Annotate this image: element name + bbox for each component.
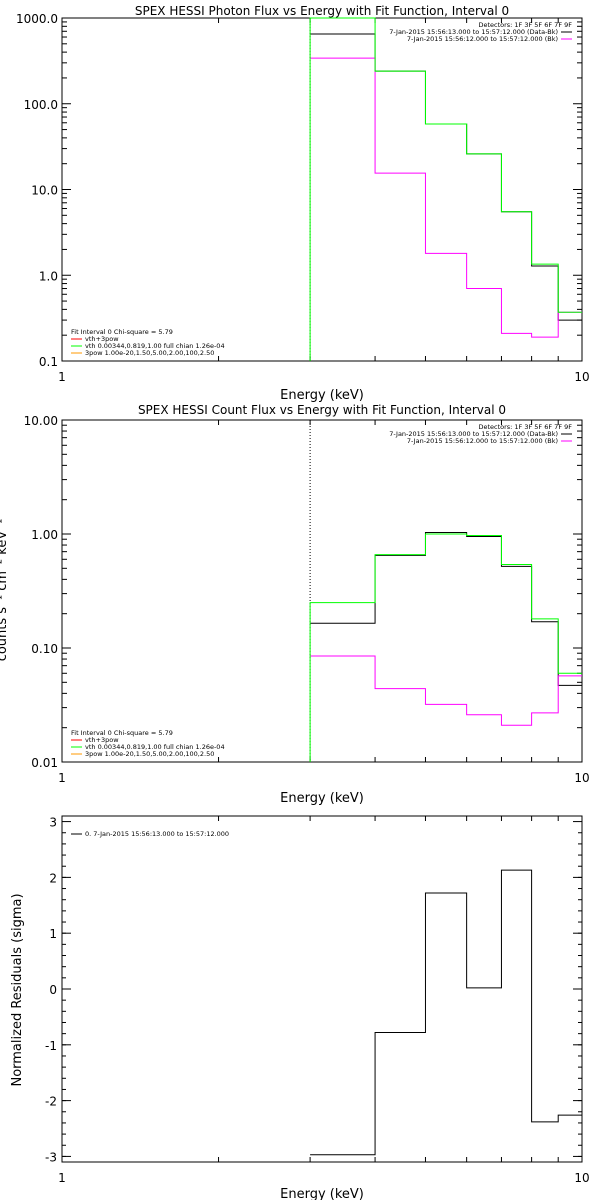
photon-flux-series-vth-3pow — [309, 17, 582, 361]
count-flux-y-tick-label: 1.00 — [31, 528, 58, 542]
residuals-series-residuals — [310, 869, 582, 1156]
photon-flux-x-tick-label: 10 — [574, 370, 589, 384]
residuals-frame — [61, 815, 583, 1163]
count-flux-legend-right-text: 7-Jan-2015 15:56:12.000 to 15:57:12.000 … — [407, 437, 558, 445]
residuals-y-tick-label: 2 — [49, 871, 57, 885]
count-flux-xlabel: Energy (keV) — [280, 791, 364, 806]
photon-flux-x-tick-label: 1 — [58, 370, 66, 384]
photon-flux-legend-left-text: Fit Interval 0 Chi-square = 5.79 — [71, 328, 173, 336]
residuals-plot-area: 1 10 -3 -2 -1 0 1 2 3 0. 7-Jan-2015 15:56:13.000 … — [45, 815, 590, 1185]
count-flux-series-data-bk — [310, 532, 582, 686]
photon-flux-panel: SPEX HESSI Photon Flux vs Energy with Fi… — [16, 4, 590, 403]
photon-flux-series-data-bk — [310, 33, 582, 321]
residuals-y-tick-label: -3 — [45, 1150, 57, 1164]
count-flux-panel: SPEX HESSI Count Flux vs Energy with Fit… — [0, 403, 590, 806]
photon-flux-legend-right-text: Detectors: 1F 3F 5F 6F 7F 9F — [478, 21, 572, 29]
photon-flux-legend-left-text: vth 0.00344,0.819,1.00 full chian 1.26e-… — [85, 342, 225, 350]
residuals-xlabel: Energy (keV) — [280, 1187, 364, 1200]
count-flux-x-tick-label: 10 — [574, 771, 589, 785]
count-flux-series-bk — [310, 655, 582, 726]
residuals-y-tick-label: -2 — [45, 1095, 57, 1109]
residuals-y-tick-label: 1 — [49, 927, 57, 941]
residuals-x-tick-label: 1 — [58, 1171, 66, 1185]
photon-flux-y-tick-label: 100.0 — [24, 98, 58, 112]
photon-flux-y-tick-label: 10.0 — [31, 184, 58, 198]
photon-flux-frame — [61, 17, 583, 362]
count-flux-legend-left-text: Fit Interval 0 Chi-square = 5.79 — [71, 729, 173, 737]
photon-flux-y-tick-label: 0.1 — [39, 355, 58, 369]
photon-flux-plot-area: 1 10 0.1 1.0 10.0 100.0 1000.0 Detectors: 1F 3F… — [16, 12, 590, 384]
photon-flux-legend-left-text: vth+3pow — [85, 335, 119, 343]
residuals-ylabel: Normalized Residuals (sigma) — [10, 893, 25, 1086]
photon-flux-legend-right-text: 7-Jan-2015 15:56:12.000 to 15:57:12.000 … — [407, 35, 558, 43]
count-flux-legend-right-text: Detectors: 1F 3F 5F 6F 7F 9F — [478, 423, 572, 431]
residuals-y-tick-label: 3 — [49, 816, 57, 830]
photon-flux-title: SPEX HESSI Photon Flux vs Energy with Fi… — [135, 4, 509, 18]
count-flux-title: SPEX HESSI Count Flux vs Energy with Fit… — [138, 403, 506, 417]
count-flux-legend-left-text: vth+3pow — [85, 736, 119, 744]
count-flux-x-tick-label: 1 — [58, 771, 66, 785]
count-flux-y-tick-label: 0.10 — [31, 642, 58, 656]
count-flux-y-tick-label: 0.01 — [31, 756, 58, 770]
count-flux-legend-left-text: 3pow 1.00e-20,1.50,5.00,2.00,100,2.50 — [85, 750, 214, 758]
residuals-x-tick-label: 10 — [574, 1171, 589, 1185]
residuals-y-tick-label: 0 — [49, 983, 57, 997]
count-flux-legend-left-text: vth 0.00344,0.819,1.00 full chian 1.26e-… — [85, 743, 225, 751]
photon-flux-series-bk — [310, 57, 582, 338]
count-flux-legend-right-text: 7-Jan-2015 15:56:13.000 to 15:57:12.000 … — [389, 430, 558, 438]
residuals-legend-left-text: 0. 7-Jan-2015 15:56:13.000 to 15:57:12.0… — [85, 830, 229, 838]
count-flux-series-vth-3pow — [309, 533, 582, 762]
count-flux-ylabel: counts s⁻¹ cm⁻² keV⁻¹ — [0, 519, 10, 662]
photon-flux-xlabel: Energy (keV) — [280, 388, 364, 403]
residuals-y-tick-label: -1 — [45, 1039, 57, 1053]
count-flux-plot-area: 1 10 0.01 0.10 1.00 10.00 Detectors: 1F 3F 5F … — [24, 414, 590, 785]
photon-flux-y-tick-label: 1.0 — [39, 269, 58, 283]
photon-flux-legend-right-text: 7-Jan-2015 15:56:13.000 to 15:57:12.000 … — [389, 28, 558, 36]
residuals-panel: Energy (keV) Normalized Residuals (sigma… — [10, 815, 590, 1200]
photon-flux-legend-left-text: 3pow 1.00e-20,1.50,5.00,2.00,100,2.50 — [85, 349, 214, 357]
photon-flux-y-tick-label: 1000.0 — [16, 12, 58, 26]
count-flux-frame — [61, 419, 583, 763]
count-flux-y-tick-label: 10.00 — [24, 414, 58, 428]
